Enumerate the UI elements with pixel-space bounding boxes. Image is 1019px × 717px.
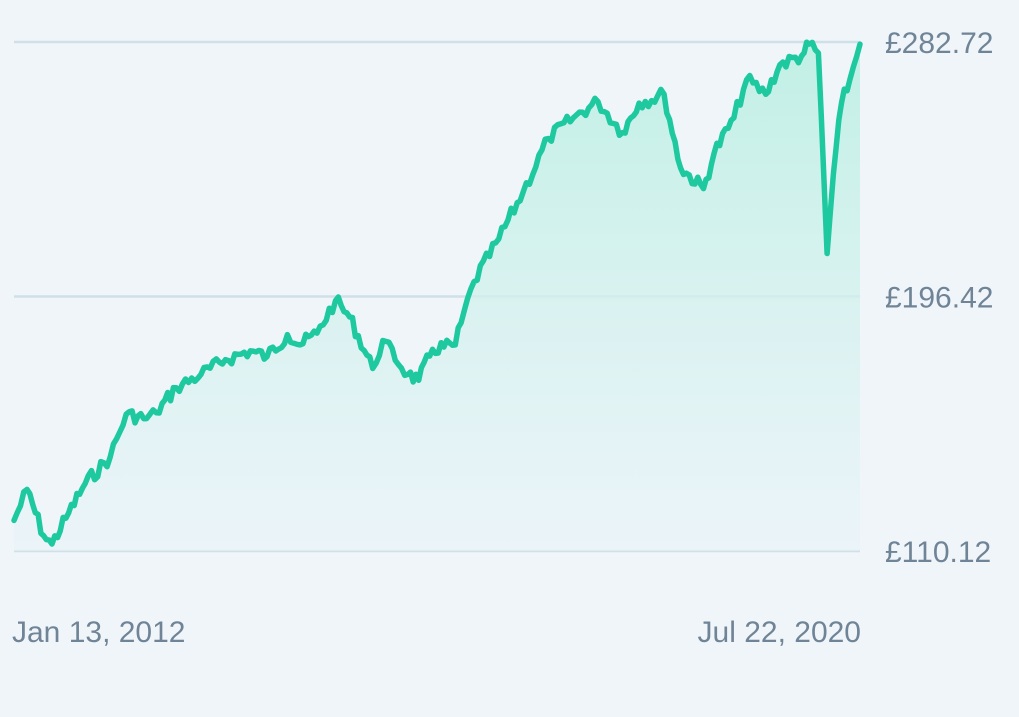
area-fill: [14, 42, 860, 551]
x-tick-label: Jan 13, 2012: [12, 616, 185, 649]
x-tick-label: Jul 22, 2020: [698, 616, 861, 649]
y-tick-label: £196.42: [885, 282, 993, 315]
x-axis-ticks: Jan 13, 2012 Jul 22, 2020: [12, 616, 861, 649]
y-tick-label: £110.12: [885, 536, 991, 569]
y-tick-label: £282.72: [885, 27, 993, 60]
price-line: [11, 39, 863, 547]
y-axis-ticks: £110.12 £196.42 £282.72: [885, 27, 993, 569]
